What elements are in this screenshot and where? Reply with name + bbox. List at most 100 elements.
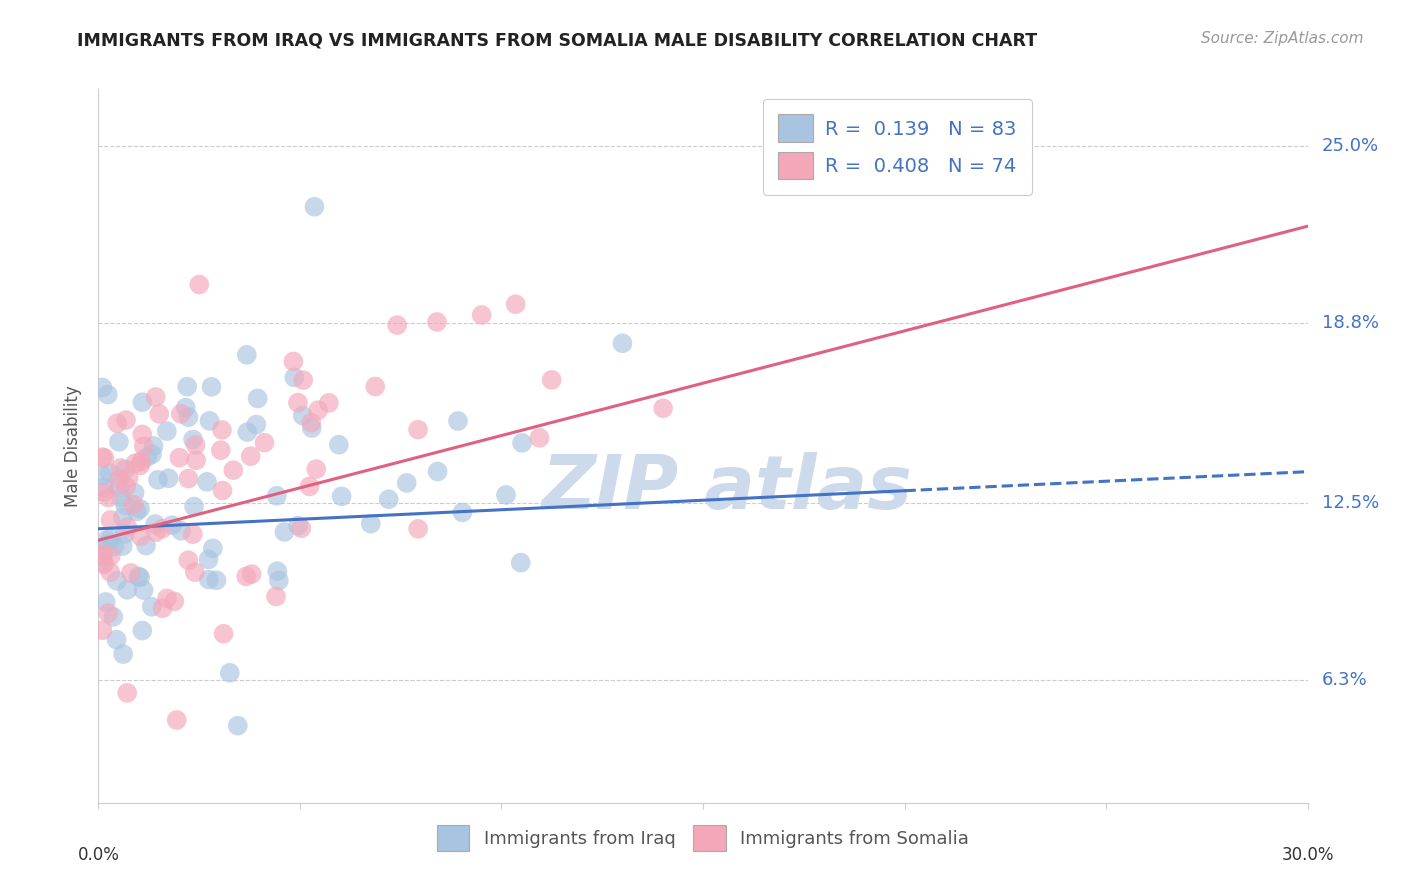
Point <box>218 665 240 680</box>
Point <box>100 531 122 545</box>
Point <box>114 462 136 476</box>
Point <box>170 524 193 538</box>
Point <box>160 518 183 533</box>
Point <box>299 416 322 430</box>
Point <box>245 417 267 432</box>
Point <box>110 461 132 475</box>
Text: IMMIGRANTS FROM IRAQ VS IMMIGRANTS FROM SOMALIA MALE DISABILITY CORRELATION CHAR: IMMIGRANTS FROM IRAQ VS IMMIGRANTS FROM … <box>77 31 1038 49</box>
Point <box>124 485 146 500</box>
Point <box>292 373 315 387</box>
Point <box>131 427 153 442</box>
Point <box>166 713 188 727</box>
Point <box>124 456 146 470</box>
Point <box>100 549 122 563</box>
Point <box>93 450 115 465</box>
Point <box>117 582 139 597</box>
Text: 0.0%: 0.0% <box>77 846 120 863</box>
Point <box>200 380 222 394</box>
Text: ZIP atlas: ZIP atlas <box>541 452 912 525</box>
Point <box>236 425 259 439</box>
Point <box>330 489 353 503</box>
Point <box>93 485 115 500</box>
Point <box>97 387 120 401</box>
Point <box>91 547 114 561</box>
Point <box>105 574 128 588</box>
Point <box>301 421 323 435</box>
Point <box>170 407 193 421</box>
Point <box>181 527 204 541</box>
Point <box>135 539 157 553</box>
Point <box>273 524 295 539</box>
Point <box>105 416 128 430</box>
Point <box>97 606 120 620</box>
Point <box>115 479 138 493</box>
Point <box>97 538 120 552</box>
Point <box>283 370 305 384</box>
Point <box>163 594 186 608</box>
Point <box>236 348 259 362</box>
Point <box>364 379 387 393</box>
Point <box>150 522 173 536</box>
Point <box>264 590 287 604</box>
Point <box>184 438 207 452</box>
Point <box>132 583 155 598</box>
Point <box>183 500 205 514</box>
Point <box>305 462 328 476</box>
Point <box>114 499 136 513</box>
Point <box>529 431 551 445</box>
Point <box>129 529 152 543</box>
Point <box>287 395 309 409</box>
Point <box>385 318 408 332</box>
Point <box>96 533 118 548</box>
Point <box>239 449 262 463</box>
Point <box>226 719 249 733</box>
Point <box>253 435 276 450</box>
Point <box>108 480 131 494</box>
Point <box>211 423 233 437</box>
Point <box>110 491 132 505</box>
Point <box>540 373 562 387</box>
Point <box>174 401 197 415</box>
Point <box>93 558 115 572</box>
Text: 30.0%: 30.0% <box>1281 846 1334 863</box>
Point <box>145 525 167 540</box>
Text: 12.5%: 12.5% <box>1322 494 1379 512</box>
Point <box>122 498 145 512</box>
Point <box>91 549 114 563</box>
Point <box>235 569 257 583</box>
Point <box>188 277 211 292</box>
Point <box>129 454 152 468</box>
Point <box>283 354 305 368</box>
Point <box>142 439 165 453</box>
Point <box>129 501 152 516</box>
Point <box>98 565 121 579</box>
Point <box>114 527 136 541</box>
Point <box>406 423 429 437</box>
Point <box>212 626 235 640</box>
Point <box>103 540 125 554</box>
Point <box>211 483 233 498</box>
Point <box>105 632 128 647</box>
Legend: Immigrants from Iraq, Immigrants from Somalia: Immigrants from Iraq, Immigrants from So… <box>429 818 977 858</box>
Point <box>120 566 142 580</box>
Point <box>290 521 312 535</box>
Point <box>209 443 232 458</box>
Text: 6.3%: 6.3% <box>1322 671 1368 689</box>
Point <box>240 567 263 582</box>
Point <box>111 510 134 524</box>
Point <box>112 647 135 661</box>
Point <box>510 436 533 450</box>
Point <box>177 410 200 425</box>
Point <box>93 480 115 494</box>
Point <box>198 573 221 587</box>
Text: 18.8%: 18.8% <box>1322 314 1379 332</box>
Point <box>184 565 207 579</box>
Point <box>509 556 531 570</box>
Point <box>93 556 115 570</box>
Point <box>148 407 170 421</box>
Text: 25.0%: 25.0% <box>1322 137 1379 155</box>
Point <box>291 409 314 423</box>
Point <box>115 686 138 700</box>
Point <box>132 439 155 453</box>
Point <box>395 475 418 490</box>
